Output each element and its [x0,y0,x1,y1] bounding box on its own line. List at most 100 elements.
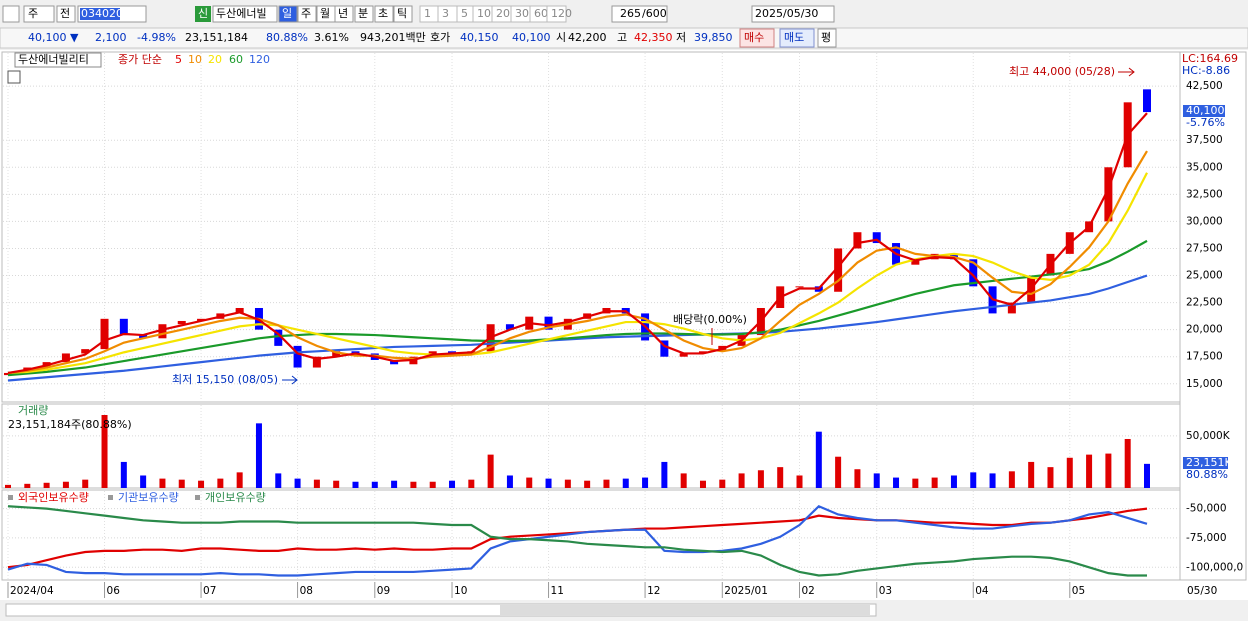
button-box [817,28,837,48]
candle-body [119,318,128,336]
mode-button: 전 [60,7,70,20]
interval-button: 3 [442,7,449,20]
candle-body [235,307,244,314]
scroll-thumb[interactable] [500,605,870,615]
quote-rate: -4.98% [137,31,176,44]
period-button[interactable]: 년 [338,7,348,20]
period-button[interactable]: 틱 [397,7,407,20]
legend-swatch [8,495,13,500]
volume-bar [950,475,957,488]
button-box [779,28,815,48]
volume-bar [487,454,494,488]
dividend-annotation: 배당락(0.00%) [673,313,747,326]
button-box [739,28,775,48]
volume-bar [564,479,571,488]
candle-body [795,286,804,288]
x-tick-label: 05 [1072,585,1085,597]
volume-bar [545,478,552,488]
quote-volume-rate: 80.88% [266,31,308,44]
high-annotation: 최고 44,000 (05/28) [1009,65,1115,78]
quote-open: 42,200 [568,31,607,44]
quote-high: 42,350 [634,31,673,44]
button-box [393,5,413,23]
volume-bar [333,480,340,488]
y-tick-label: 25,000 [1186,270,1223,282]
candle-body [834,248,843,292]
candle-body [853,232,862,249]
last-volume-label: 23,151K [1186,456,1232,469]
y-tick-label: -50,000 [1186,503,1227,515]
date-input: 2025/05/30 [755,7,818,20]
volume-bar [1124,438,1131,488]
title-box [14,52,102,68]
volume-bar [43,482,50,488]
volume-bar [101,415,108,488]
period-button[interactable]: 초 [378,7,388,20]
y-tick-label: 50,000K [1186,430,1231,442]
ma-line [7,150,1148,375]
candle-body [1104,167,1113,222]
interval-button: 120 [551,7,572,20]
volume-bar [777,467,784,488]
volume-bar [1047,467,1054,488]
candle-body [81,349,90,354]
bar-count: 265 [620,7,641,20]
stock-name: 두산에너빌 [216,7,267,20]
sell-button[interactable]: 매도 [784,31,804,44]
last-price-box [1183,105,1225,117]
volume-bar [699,480,706,488]
button-box [751,5,835,23]
volume-bar [931,477,938,488]
last-price-label: 40,100 [1186,104,1225,117]
candle-body [505,324,514,330]
bar-max: /600 [642,7,667,20]
volume-bar [217,478,224,488]
volume-bar [738,473,745,488]
candle-body [1143,89,1151,113]
x-tick-label: 08 [300,585,313,597]
quote-low: 39,850 [694,31,733,44]
button-box [23,5,55,23]
x-tick-label: 04 [975,585,989,597]
candle-body [139,335,148,339]
candle-body [332,351,341,357]
period-button[interactable]: 분 [358,7,368,20]
volume-bar [410,481,417,488]
y-tick-label: 22,500 [1186,297,1223,309]
candle-body [158,324,167,339]
y-tick-label: 15,000 [1186,378,1223,390]
quote-ask-label: 호가 [430,31,450,44]
buy-button[interactable]: 매수 [744,31,764,44]
volume-bar [642,477,649,488]
quote-low-label: 저 [676,31,686,44]
volume-bar [429,481,436,488]
last-volume-box [1183,457,1228,469]
period-button[interactable]: 주 [301,7,311,20]
volume-bar [1008,471,1015,488]
candle-body [872,232,881,244]
stock-code-input: 034020 [81,7,123,20]
volume-bar [893,477,900,488]
legend-entry: 20 [208,53,222,66]
x-tick-label: 11 [551,585,564,597]
volume-bar [236,472,243,488]
chart-subtitle: 종가 단순 [118,53,162,66]
button-box [354,5,374,23]
button-box [195,6,211,22]
legend-entry: 기관보유수량 [118,491,179,504]
candle-body [177,320,186,325]
volume-bar [989,473,996,488]
volume-bar [796,475,803,488]
button-box [334,5,354,23]
chart-title: 두산에너빌리티 [18,53,89,66]
candle-body [61,353,70,363]
volume-bar [719,479,726,488]
button-box [2,5,20,23]
candle-body [1007,302,1016,314]
y-tick-label: -75,000 [1186,532,1227,544]
volume-bar [815,431,822,488]
legend-entry: 5 [175,53,182,66]
period-button[interactable]: 일 [282,6,292,20]
period-button[interactable]: 월 [320,7,330,20]
